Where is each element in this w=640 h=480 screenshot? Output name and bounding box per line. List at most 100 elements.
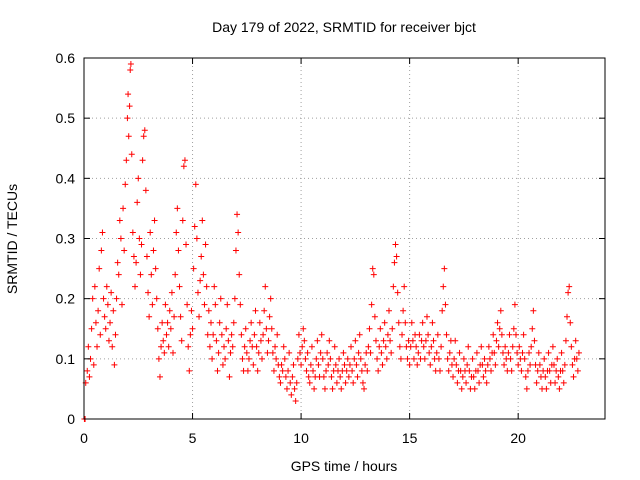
data-point [488, 367, 495, 374]
data-point [423, 313, 430, 320]
data-point [493, 337, 500, 344]
data-point [121, 247, 128, 254]
data-point [265, 337, 272, 344]
data-point [394, 289, 401, 296]
data-point [338, 385, 345, 392]
data-point [177, 313, 184, 320]
data-point [114, 259, 121, 266]
data-point [521, 355, 528, 362]
data-point [321, 385, 328, 392]
data-point [204, 331, 211, 338]
data-point [207, 319, 214, 326]
data-point [406, 361, 413, 368]
data-point [352, 337, 359, 344]
data-point [200, 271, 207, 278]
data-point [400, 307, 407, 314]
data-point [514, 349, 521, 356]
data-point [510, 325, 517, 332]
data-point [223, 325, 230, 332]
data-point [251, 331, 258, 338]
data-point [314, 337, 321, 344]
data-point [519, 349, 526, 356]
data-point [382, 343, 389, 350]
axis-ticks: 0 0.1 0.2 0.3 0.4 0.5 0.6 0 5 10 15 20 [56, 50, 605, 446]
data-point [333, 379, 340, 386]
y-tick-label: 0.5 [56, 110, 76, 126]
data-point [376, 343, 383, 350]
data-point [278, 361, 285, 368]
data-point [564, 313, 571, 320]
x-tick-label: 10 [293, 430, 309, 446]
data-point [440, 283, 447, 290]
data-point [126, 103, 133, 110]
data-point [313, 355, 320, 362]
data-point [348, 343, 355, 350]
data-point [430, 337, 437, 344]
data-point [497, 307, 504, 314]
data-point [561, 361, 568, 368]
data-point [175, 247, 182, 254]
data-point [158, 343, 165, 350]
data-point [473, 349, 480, 356]
data-point [125, 91, 132, 98]
data-point [145, 289, 152, 296]
data-point [491, 349, 498, 356]
data-point [374, 355, 381, 362]
data-point [264, 349, 271, 356]
data-point [165, 343, 172, 350]
data-point [104, 301, 111, 308]
data-point [88, 325, 95, 332]
data-point [573, 355, 580, 362]
data-point [91, 283, 98, 290]
data-point [304, 349, 311, 356]
data-point [486, 355, 493, 362]
data-point [433, 349, 440, 356]
data-point [215, 349, 222, 356]
data-point [506, 331, 513, 338]
data-point [306, 379, 313, 386]
x-tick-label: 5 [189, 430, 197, 446]
data-point [463, 379, 470, 386]
data-point [89, 295, 96, 302]
data-point [166, 307, 173, 314]
data-point [401, 283, 408, 290]
data-point [354, 373, 361, 380]
data-point [225, 337, 232, 344]
data-point [155, 355, 162, 362]
data-point [293, 379, 300, 386]
data-point [256, 319, 263, 326]
data-point [427, 361, 434, 368]
data-point [147, 229, 154, 236]
data-point [176, 283, 183, 290]
data-point [196, 313, 203, 320]
data-point [260, 331, 267, 338]
data-point [509, 343, 516, 350]
data-point [127, 61, 134, 68]
data-point [279, 367, 286, 374]
data-point [527, 361, 534, 368]
data-point [372, 337, 379, 344]
data-point [101, 313, 108, 320]
data-point [341, 361, 348, 368]
data-point [153, 295, 160, 302]
data-point [383, 355, 390, 362]
data-point [232, 247, 239, 254]
data-point [332, 361, 339, 368]
data-point [359, 379, 366, 386]
data-point [471, 385, 478, 392]
data-point [543, 385, 550, 392]
data-points [81, 61, 582, 422]
data-point [343, 367, 350, 374]
data-point [556, 385, 563, 392]
data-point [434, 331, 441, 338]
data-point [558, 349, 565, 356]
data-point [164, 319, 171, 326]
data-point [552, 379, 559, 386]
x-axis-label: GPS time / hours [291, 458, 398, 474]
data-point [159, 319, 166, 326]
data-point [550, 361, 557, 368]
data-point [154, 325, 161, 332]
data-point [482, 367, 489, 374]
data-point [428, 343, 435, 350]
data-point [329, 385, 336, 392]
